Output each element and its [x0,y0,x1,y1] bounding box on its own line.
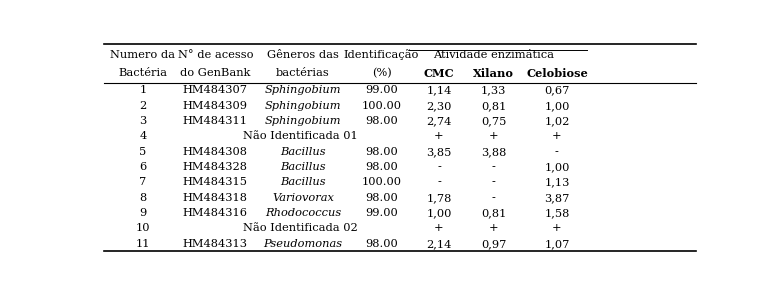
Text: N° de acesso: N° de acesso [178,50,254,60]
Text: 2: 2 [139,101,147,111]
Text: 1,13: 1,13 [544,177,569,187]
Text: 1,07: 1,07 [544,239,569,249]
Text: -: - [555,147,558,157]
Text: HM484308: HM484308 [183,147,248,157]
Text: Variovorax: Variovorax [272,193,334,203]
Text: +: + [552,223,562,233]
Text: 1,00: 1,00 [427,208,452,218]
Text: Xilano: Xilano [473,68,514,79]
Text: HM484311: HM484311 [183,116,248,126]
Text: 98.00: 98.00 [365,239,398,249]
Text: -: - [491,193,495,203]
Text: Pseudomonas: Pseudomonas [264,239,342,249]
Text: +: + [434,131,444,142]
Text: Sphingobium: Sphingobium [264,101,342,111]
Text: 9: 9 [139,208,147,218]
Text: 1,00: 1,00 [544,101,569,111]
Text: +: + [434,223,444,233]
Text: 3: 3 [139,116,147,126]
Text: bactérias: bactérias [276,68,330,78]
Text: 1,14: 1,14 [427,86,452,95]
Text: 100.00: 100.00 [362,101,402,111]
Text: 5: 5 [139,147,147,157]
Text: +: + [488,223,498,233]
Text: Numero da: Numero da [110,50,176,60]
Text: 99.00: 99.00 [365,208,398,218]
Text: Bacillus: Bacillus [280,177,326,187]
Text: 98.00: 98.00 [365,193,398,203]
Text: HM484313: HM484313 [183,239,248,249]
Text: 100.00: 100.00 [362,177,402,187]
Text: Não Identificada 01: Não Identificada 01 [243,131,357,142]
Text: HM484318: HM484318 [183,193,248,203]
Text: 99.00: 99.00 [365,86,398,95]
Text: (%): (%) [372,68,392,78]
Text: 1,78: 1,78 [427,193,452,203]
Text: 6: 6 [139,162,147,172]
Text: 0,67: 0,67 [544,86,569,95]
Text: Gêneros das: Gêneros das [267,50,339,60]
Text: 0,81: 0,81 [480,208,506,218]
Text: Celobiose: Celobiose [526,68,588,79]
Text: 11: 11 [136,239,150,249]
Text: +: + [552,131,562,142]
Text: 0,97: 0,97 [480,239,506,249]
Text: 3,87: 3,87 [544,193,569,203]
Text: CMC: CMC [424,68,455,79]
Text: 3,85: 3,85 [427,147,452,157]
Text: -: - [491,177,495,187]
Text: 2,14: 2,14 [427,239,452,249]
Text: 0,81: 0,81 [480,101,506,111]
Text: 1,00: 1,00 [544,162,569,172]
Text: 1,33: 1,33 [480,86,506,95]
Text: Sphingobium: Sphingobium [264,86,342,95]
Text: do GenBank: do GenBank [180,68,250,78]
Text: HM484307: HM484307 [183,86,248,95]
Text: 0,75: 0,75 [480,116,506,126]
Text: Atividade enzimática: Atividade enzimática [433,50,554,60]
Text: 7: 7 [139,177,147,187]
Text: 2,74: 2,74 [427,116,452,126]
Text: -: - [437,162,441,172]
Text: 4: 4 [139,131,147,142]
Text: 98.00: 98.00 [365,116,398,126]
Text: Bactéria: Bactéria [119,68,168,78]
Text: HM484316: HM484316 [183,208,248,218]
Text: Bacillus: Bacillus [280,162,326,172]
Text: Identificação: Identificação [344,49,420,60]
Text: HM484309: HM484309 [183,101,248,111]
Text: 8: 8 [139,193,147,203]
Text: -: - [437,177,441,187]
Text: 1,02: 1,02 [544,116,569,126]
Text: -: - [491,162,495,172]
Text: 2,30: 2,30 [427,101,452,111]
Text: 98.00: 98.00 [365,147,398,157]
Text: Não Identificada 02: Não Identificada 02 [243,223,357,233]
Text: HM484328: HM484328 [183,162,248,172]
Text: 1,58: 1,58 [544,208,569,218]
Text: 10: 10 [136,223,150,233]
Text: 3,88: 3,88 [480,147,506,157]
Text: HM484315: HM484315 [183,177,248,187]
Text: 98.00: 98.00 [365,162,398,172]
Text: 1: 1 [139,86,147,95]
Text: Bacillus: Bacillus [280,147,326,157]
Text: +: + [488,131,498,142]
Text: Rhodococcus: Rhodococcus [265,208,341,218]
Text: Sphingobium: Sphingobium [264,116,342,126]
